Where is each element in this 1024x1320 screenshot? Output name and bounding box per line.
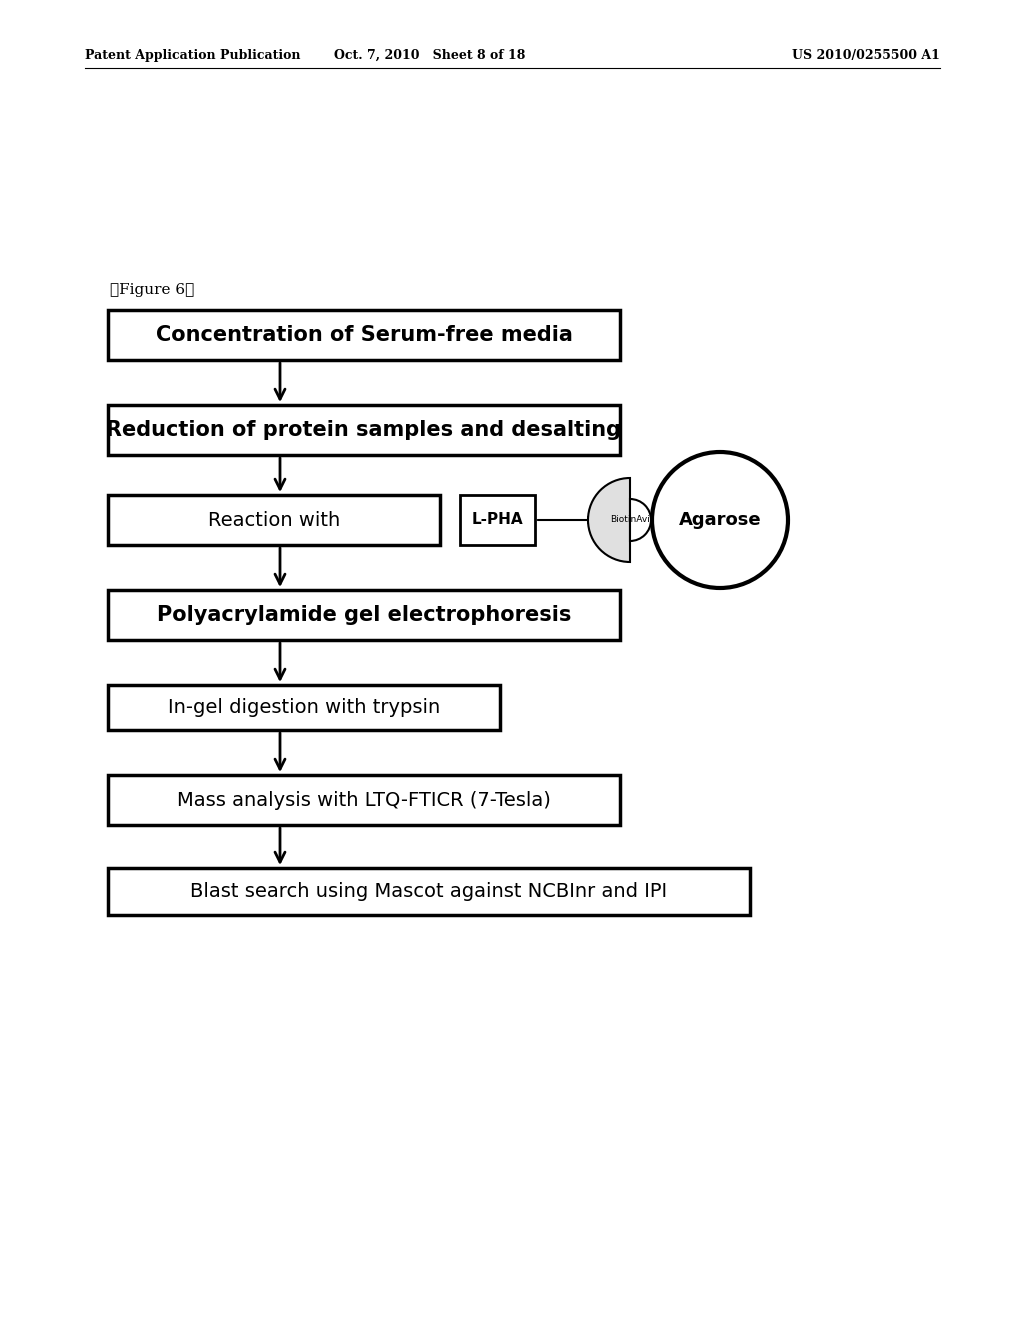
FancyBboxPatch shape bbox=[108, 775, 620, 825]
Ellipse shape bbox=[652, 451, 788, 587]
Text: Agarose: Agarose bbox=[679, 511, 761, 529]
Text: Polyacrylamide gel electrophoresis: Polyacrylamide gel electrophoresis bbox=[157, 605, 571, 624]
FancyBboxPatch shape bbox=[108, 405, 620, 455]
Text: BiotinAvi: BiotinAvi bbox=[610, 516, 650, 524]
Text: Concentration of Serum-free media: Concentration of Serum-free media bbox=[156, 325, 572, 345]
Text: Patent Application Publication: Patent Application Publication bbox=[85, 49, 300, 62]
Text: In-gel digestion with trypsin: In-gel digestion with trypsin bbox=[168, 698, 440, 717]
Text: 【Figure 6】: 【Figure 6】 bbox=[110, 282, 195, 297]
Text: Reduction of protein samples and desalting: Reduction of protein samples and desalti… bbox=[106, 420, 622, 440]
FancyBboxPatch shape bbox=[108, 495, 440, 545]
FancyBboxPatch shape bbox=[460, 495, 535, 545]
Text: Oct. 7, 2010   Sheet 8 of 18: Oct. 7, 2010 Sheet 8 of 18 bbox=[334, 49, 525, 62]
FancyBboxPatch shape bbox=[108, 310, 620, 360]
Text: Blast search using Mascot against NCBInr and IPI: Blast search using Mascot against NCBInr… bbox=[190, 882, 668, 902]
Wedge shape bbox=[630, 499, 651, 541]
Text: L-PHA: L-PHA bbox=[472, 512, 523, 528]
FancyBboxPatch shape bbox=[108, 590, 620, 640]
Text: Reaction with: Reaction with bbox=[208, 511, 340, 529]
Text: Mass analysis with LTQ-FTICR (7-Tesla): Mass analysis with LTQ-FTICR (7-Tesla) bbox=[177, 791, 551, 809]
Wedge shape bbox=[588, 478, 630, 562]
FancyBboxPatch shape bbox=[108, 869, 750, 915]
FancyBboxPatch shape bbox=[108, 685, 500, 730]
Text: US 2010/0255500 A1: US 2010/0255500 A1 bbox=[793, 49, 940, 62]
